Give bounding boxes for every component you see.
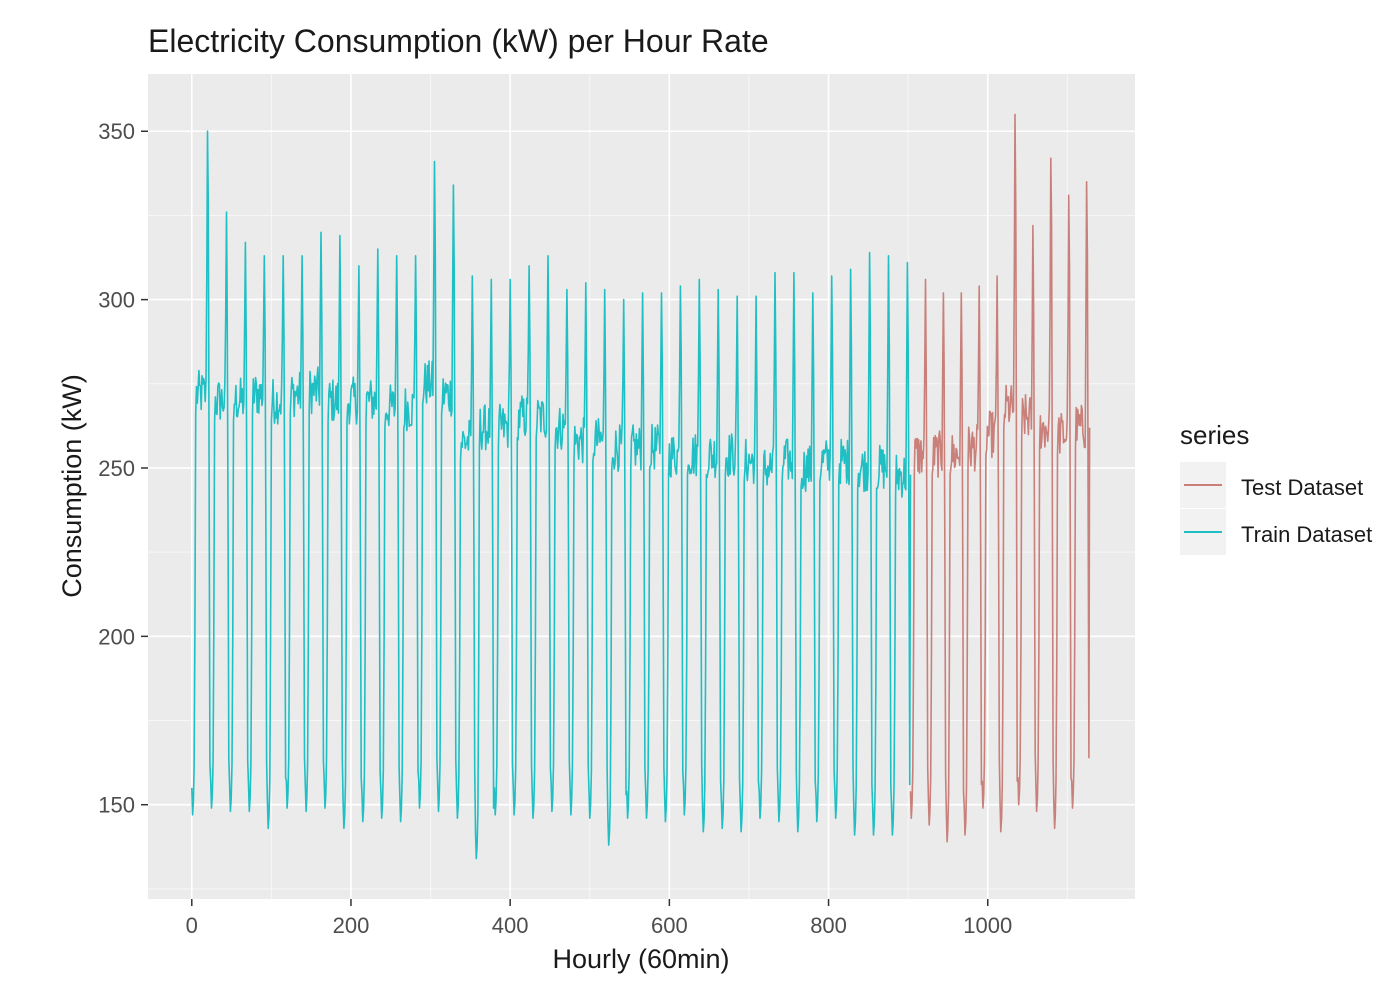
x-tick-label: 400 xyxy=(492,913,529,938)
y-tick-label: 300 xyxy=(98,288,135,313)
y-tick-label: 250 xyxy=(98,456,135,481)
legend-label-train: Train Dataset xyxy=(1241,522,1372,547)
grid-major xyxy=(148,74,1135,899)
y-tick-label: 350 xyxy=(98,119,135,144)
x-tick-label: 200 xyxy=(333,913,370,938)
plot-panel xyxy=(148,74,1135,899)
x-axis-label: Hourly (60min) xyxy=(552,944,729,974)
x-tick-label: 0 xyxy=(186,913,198,938)
legend: series Test Dataset Train Dataset xyxy=(1180,420,1372,555)
train-dataset-line xyxy=(191,130,912,860)
test-dataset-line xyxy=(909,113,1091,843)
chart-title: Electricity Consumption (kW) per Hour Ra… xyxy=(148,23,769,59)
y-axis-label: Consumption (kW) xyxy=(57,374,87,598)
series-layer xyxy=(191,113,1091,860)
x-tick-label: 800 xyxy=(810,913,847,938)
y-tick-label: 200 xyxy=(98,624,135,649)
x-tick-label: 1000 xyxy=(963,913,1012,938)
legend-label-test: Test Dataset xyxy=(1241,475,1363,500)
x-tick-label: 600 xyxy=(651,913,688,938)
y-tick-label: 150 xyxy=(98,793,135,818)
y-axis: 150 200 250 300 350 xyxy=(98,119,148,818)
legend-title: series xyxy=(1180,420,1249,450)
x-axis: 0 200 400 600 800 1000 xyxy=(186,899,1012,938)
